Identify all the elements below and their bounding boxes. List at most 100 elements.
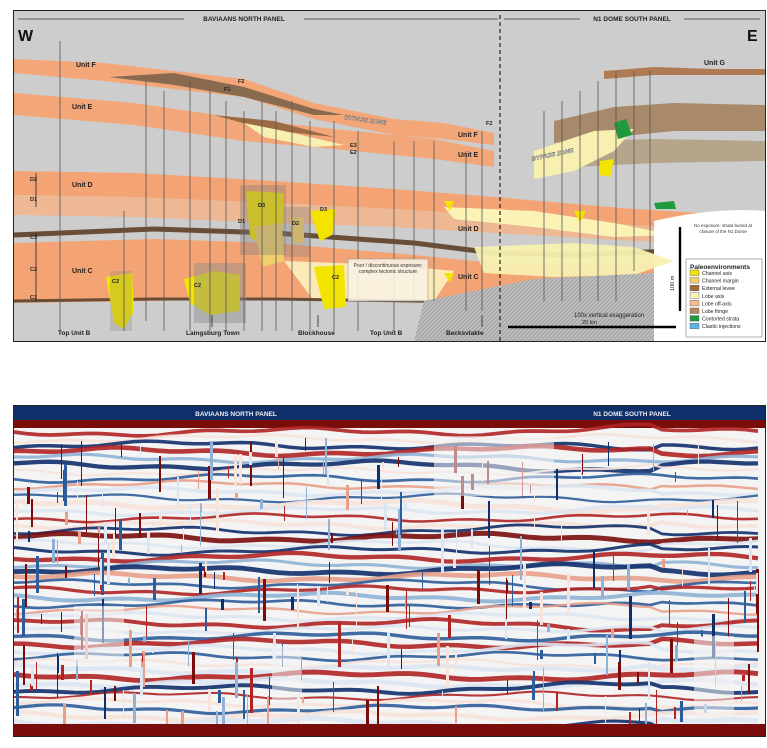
seismic-trace — [152, 647, 154, 653]
unit-e-left-label: Unit E — [72, 104, 93, 111]
seismic-trace — [356, 590, 357, 632]
bottom-arrows — [211, 315, 483, 327]
seismic-trace — [63, 704, 66, 729]
seismic-trace — [677, 622, 678, 656]
seismic-trace — [543, 668, 544, 712]
seismic-reflector — [14, 662, 759, 676]
seismic-trace — [228, 466, 229, 478]
seismic-trace — [16, 499, 18, 542]
seismic-trace — [675, 472, 676, 482]
seismic-trace — [100, 559, 102, 585]
seismic-trace — [278, 458, 279, 469]
seismic-trace — [608, 442, 609, 466]
seismic-trace — [216, 488, 219, 531]
seismic-trace — [523, 564, 526, 608]
seismic-trace — [629, 596, 632, 639]
seismic-trace — [65, 512, 68, 525]
seismic-trace — [533, 671, 535, 700]
seismic-trace — [346, 485, 349, 510]
seismic-trace — [448, 615, 451, 638]
seismic-trace — [98, 533, 99, 567]
seismic-washout — [694, 636, 734, 716]
body-d2: D2 — [292, 221, 299, 227]
seismic-trace — [283, 457, 284, 498]
seismic-trace — [601, 576, 604, 599]
seismic-trace — [140, 446, 141, 455]
legend-swatch — [689, 269, 700, 276]
seismic-trace — [701, 630, 703, 637]
seismic-washout — [434, 436, 554, 496]
right-contorted-2 — [654, 201, 676, 209]
seismic-trace — [717, 505, 718, 541]
seismic-trace — [183, 528, 184, 541]
seismic-trace — [65, 566, 67, 578]
west-label: W — [18, 28, 34, 45]
seismic-trace — [540, 592, 543, 625]
seismic-trace — [748, 664, 750, 694]
east-label: E — [747, 28, 758, 45]
subunit-c2: C2 — [30, 267, 37, 273]
seismic-trace — [611, 629, 614, 638]
seismic-trace — [64, 464, 67, 506]
seismic-trace — [317, 586, 320, 606]
legend-label: Channel axis — [702, 271, 732, 277]
seismic-trace — [323, 460, 324, 474]
body-d3: D3 — [258, 203, 265, 209]
seismic-reflector — [14, 640, 759, 656]
legend-title: Paleoenvironments — [690, 264, 750, 271]
seismic-trace — [744, 591, 746, 623]
right-lobe-fringe — [534, 129, 634, 179]
seismic-svg: BAVIAANS NORTH PANEL N1 DOME SOUTH PANEL — [14, 406, 765, 736]
seismic-reflector — [14, 452, 759, 465]
seismic-reflector — [14, 492, 759, 504]
bottom-label-top-unit-b-2: Top Unit B — [370, 330, 403, 337]
seismic-trace — [742, 675, 745, 681]
seismic-trace — [86, 495, 87, 532]
body-d3-2: D3 — [320, 207, 327, 213]
seismic-trace — [192, 652, 195, 684]
seismic-trace — [36, 662, 37, 689]
legend-label: Contorted strata — [702, 317, 739, 323]
seismic-trace — [712, 500, 714, 518]
seismic-trace — [17, 597, 19, 633]
seismic-reflector — [14, 497, 759, 515]
seismic-top-band — [14, 406, 765, 420]
seismic-trace — [387, 632, 390, 669]
seismic-trace — [488, 501, 490, 538]
seismic-trace — [205, 560, 207, 572]
seismic-reflector — [14, 432, 759, 445]
seismic-reflector — [14, 630, 759, 643]
seismic-trace — [537, 620, 538, 660]
legend-swatch — [689, 285, 700, 291]
seismic-trace — [593, 551, 595, 588]
chaotic-zones — [110, 185, 310, 331]
seismic-trace — [400, 492, 402, 535]
seismic-trace — [153, 578, 156, 600]
legend-swatch — [689, 277, 700, 284]
seismic-trace — [398, 457, 399, 467]
seismic-trace — [98, 527, 100, 537]
seismic-trace — [406, 591, 407, 629]
seismic-trace — [36, 556, 39, 593]
seismic-trace — [263, 579, 266, 621]
seismic-trace — [123, 690, 124, 717]
seismic-trace — [233, 633, 234, 660]
unit-d-lobe-axis — [444, 207, 674, 237]
legend-label: Lobe axis — [702, 294, 725, 300]
seismic-trace — [648, 662, 650, 700]
seismic-trace — [104, 522, 107, 545]
seismic-trace — [90, 680, 92, 694]
seismic-trace — [328, 519, 330, 550]
unit-e-lobe — [244, 123, 344, 147]
seismic-panel: BAVIAANS NORTH PANEL N1 DOME SOUTH PANEL — [13, 405, 766, 737]
seismic-reflector — [14, 472, 759, 484]
seismic-trace — [687, 510, 688, 516]
seismic-trace — [214, 572, 215, 589]
seismic-trace — [223, 572, 225, 580]
seismic-reflector — [14, 703, 759, 716]
unit-g-band — [604, 67, 765, 79]
legend-label: Lobe off-axis — [702, 301, 732, 307]
seismic-reflector — [14, 636, 759, 651]
seismic-trace — [653, 444, 654, 471]
seismic-trace — [675, 645, 678, 661]
